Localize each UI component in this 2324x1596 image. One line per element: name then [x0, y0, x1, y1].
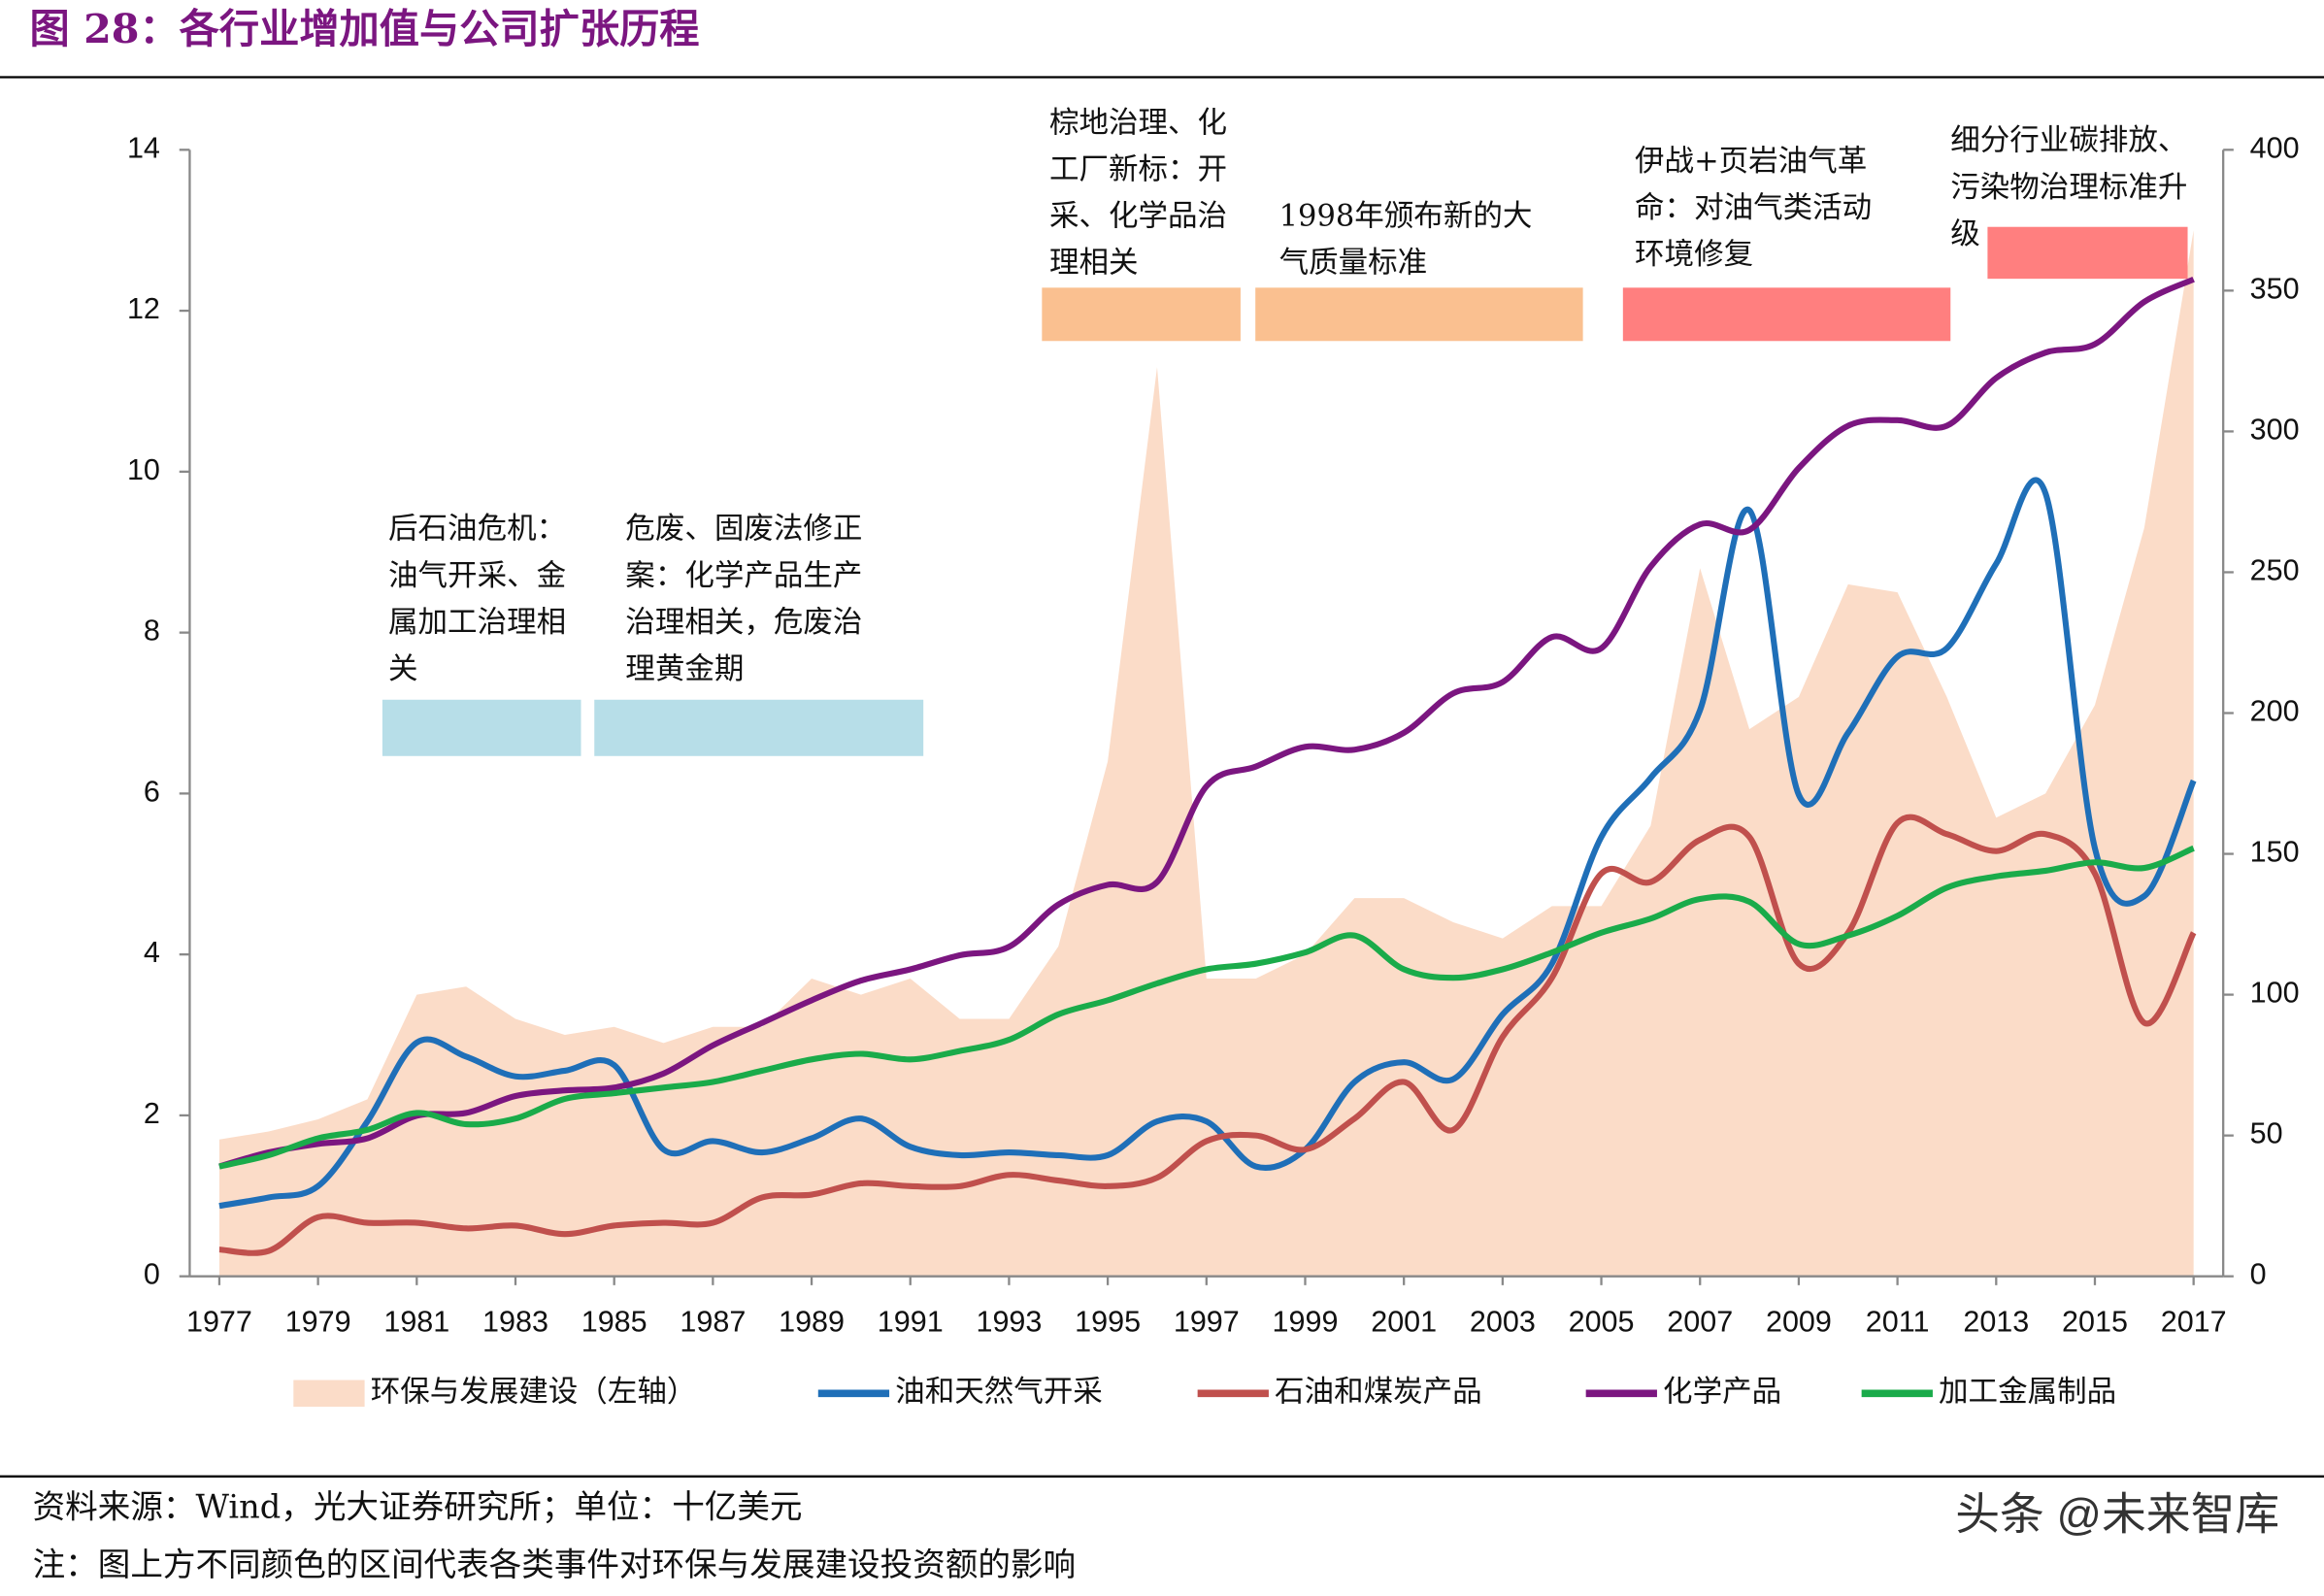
y-tick-label: 8 [144, 615, 160, 648]
x-tick-label: 2003 [1470, 1306, 1536, 1339]
y-tick-label: 2 [144, 1097, 160, 1130]
chart-title: 图 28：各行业增加值与公司扩张历程 [30, 5, 700, 52]
event-band [1255, 287, 1583, 342]
annotation-text: 后石油危机： [388, 513, 566, 547]
x-tick-label: 1977 [186, 1306, 252, 1339]
x-tick-label: 2009 [1766, 1306, 1832, 1339]
event-band [1987, 226, 2188, 280]
x-tick-label: 2001 [1371, 1306, 1437, 1339]
y2-tick-label: 400 [2250, 131, 2300, 164]
line [218, 276, 2195, 1170]
x-tick-label: 1999 [1273, 1306, 1339, 1339]
annotation-text: 工厂新标：开 [1049, 152, 1227, 186]
annotation-text: 治理相关，危废治 [625, 606, 862, 640]
annotation-text: 棕地治理、化 [1049, 106, 1227, 140]
x-tick-label: 1983 [482, 1306, 548, 1339]
note: 注：图上方不同颜色的区间代表各类事件对环保与发展建设投资额的影响 [33, 1546, 1077, 1583]
event-band [594, 699, 924, 756]
y-tick-label: 6 [144, 775, 160, 808]
y-tick-label: 4 [144, 936, 160, 969]
annotation-text: 油气开采、金 [388, 559, 566, 593]
annotation-text: 理黄金期 [625, 652, 744, 686]
area [218, 230, 2194, 1277]
x-tick-label: 1989 [779, 1306, 845, 1339]
annotation-text: 污染物治理标准升 [1950, 171, 2187, 205]
annotation-text: 气质量标准 [1279, 247, 1428, 281]
x-tick-label: 1991 [878, 1306, 944, 1339]
y-tick-label: 14 [127, 131, 160, 164]
legend-label: 环保与发展建设（左轴） [371, 1375, 697, 1409]
x-tick-label: 1995 [1075, 1306, 1141, 1339]
legend-label: 化学产品 [1663, 1375, 1781, 1409]
y2-tick-label: 200 [2250, 695, 2300, 728]
y2-tick-label: 300 [2250, 413, 2300, 446]
legend-swatch [293, 1380, 365, 1408]
source: 资料来源：Wind，光大证券研究所；单位：十亿美元 [33, 1487, 803, 1525]
annotation-text: 属加工治理相 [388, 606, 566, 640]
annotation-text: 细分行业碳排放、 [1950, 124, 2187, 158]
event-band [382, 699, 581, 756]
x-tick-label: 1987 [680, 1306, 746, 1339]
y2-tick-label: 150 [2250, 836, 2300, 869]
annotation-text: 伊战+页岩油气革 [1635, 145, 1867, 179]
event-band [1622, 287, 1951, 342]
y2-tick-label: 50 [2250, 1117, 2283, 1150]
y-tick-label: 12 [127, 292, 160, 325]
x-tick-label: 2005 [1569, 1306, 1635, 1339]
x-tick-label: 2017 [2161, 1306, 2227, 1339]
x-tick-label: 1979 [285, 1306, 351, 1339]
x-tick-label: 1993 [976, 1306, 1042, 1339]
y2-tick-label: 100 [2250, 977, 2300, 1010]
annotation-text: 采、化学品治 [1049, 200, 1227, 234]
line [218, 814, 2197, 1256]
y-tick-label: 0 [144, 1258, 160, 1291]
line [218, 477, 2197, 1210]
annotation-text: 案：化学产品生产 [625, 559, 862, 593]
y2-tick-label: 350 [2250, 272, 2300, 305]
annotation-text: 理相关 [1049, 247, 1139, 281]
legend-label: 油和天然气开采 [895, 1375, 1103, 1409]
x-tick-label: 2007 [1667, 1306, 1733, 1339]
annotation-text: 关 [388, 652, 418, 686]
y2-tick-label: 250 [2250, 554, 2300, 587]
legend-label: 加工金属制品 [1939, 1375, 2116, 1409]
x-tick-label: 2015 [2062, 1306, 2128, 1339]
y2-tick-label: 0 [2250, 1258, 2267, 1291]
annotation-text: 1998年颁布新的大 [1279, 200, 1533, 234]
legend-label: 石油和煤炭产品 [1275, 1375, 1482, 1409]
y-tick-label: 10 [127, 453, 160, 486]
line [218, 845, 2195, 1170]
x-tick-label: 1981 [383, 1306, 449, 1339]
annotation-text: 环境修复 [1635, 238, 1753, 272]
watermark: 头条 @未来智库 [1955, 1490, 2279, 1540]
x-tick-label: 2011 [1866, 1306, 1930, 1339]
event-band [1042, 287, 1241, 342]
annotation-text: 级 [1950, 217, 1980, 251]
x-tick-label: 1997 [1174, 1306, 1240, 1339]
annotation-text: 命：对油气类活动 [1635, 191, 1872, 225]
x-tick-label: 2013 [1963, 1306, 2029, 1339]
x-tick-label: 1985 [581, 1306, 647, 1339]
annotation-text: 危废、固废法修正 [625, 513, 862, 547]
